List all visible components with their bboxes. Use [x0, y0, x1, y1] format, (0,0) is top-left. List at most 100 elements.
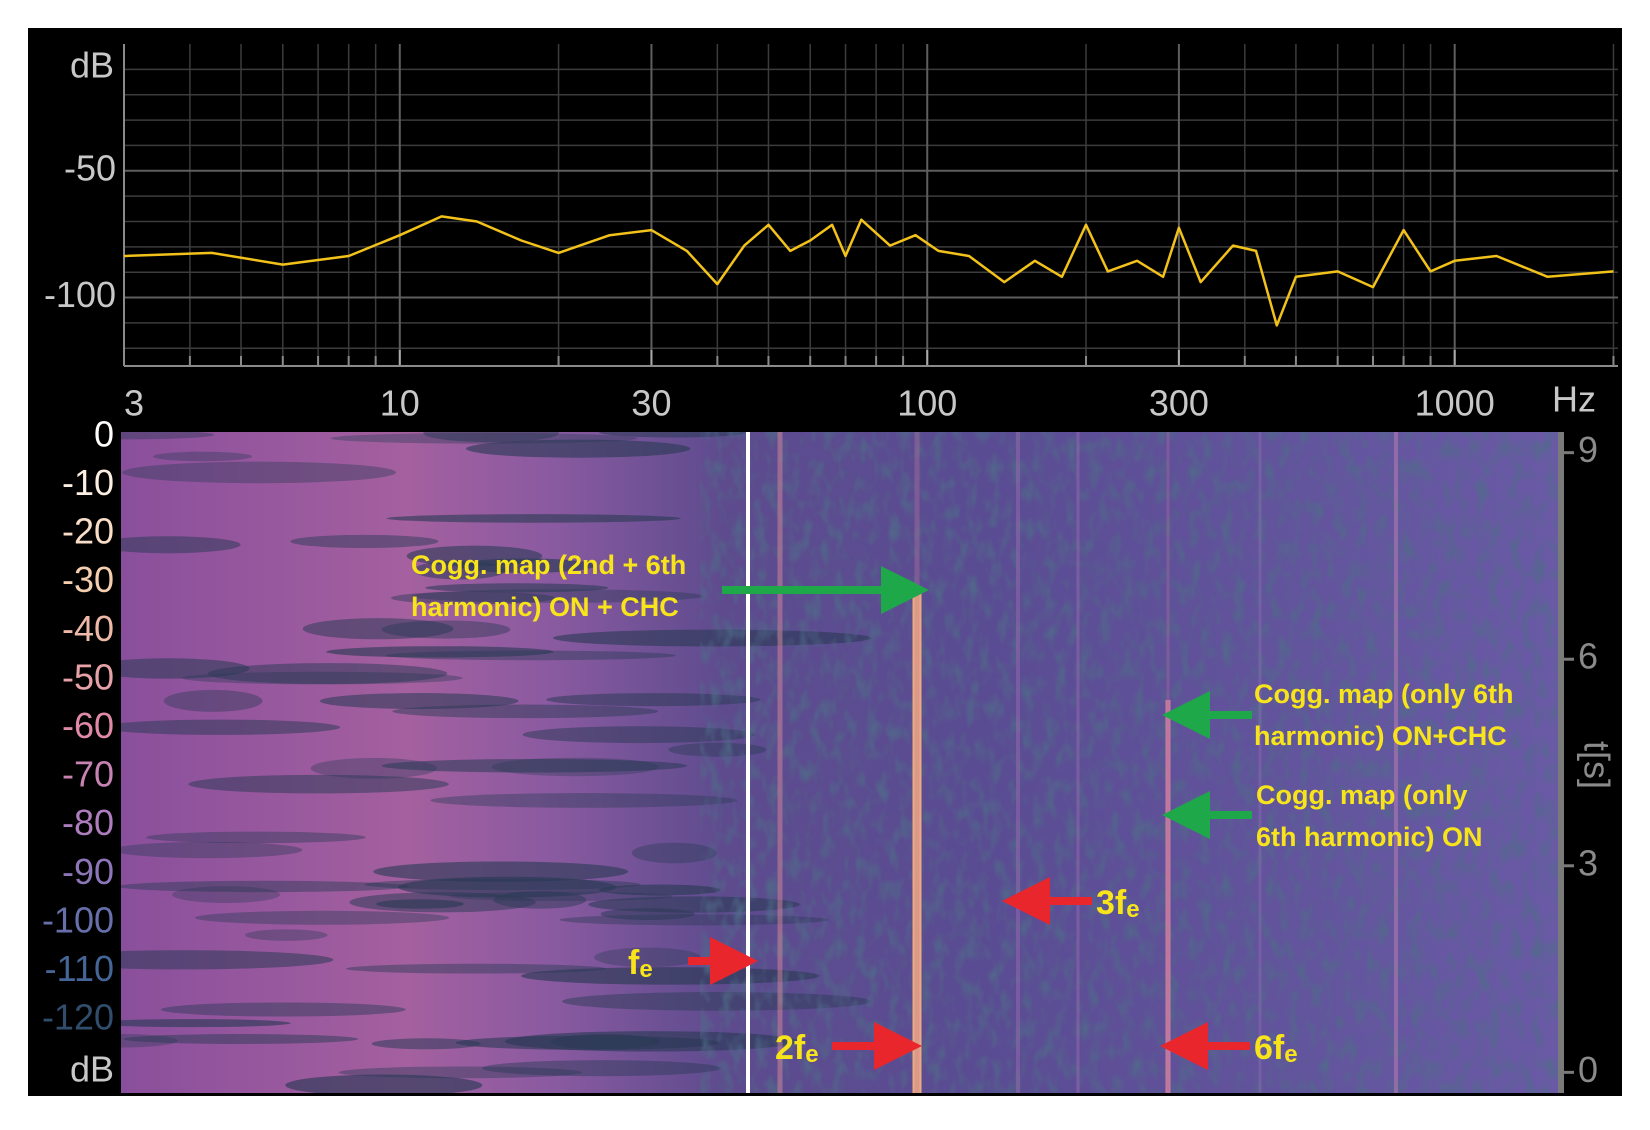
- y-tick-label: -100: [44, 274, 116, 315]
- time-axis-label: t[s]: [1576, 741, 1617, 789]
- texture-streak: [121, 1019, 291, 1028]
- harmonic-label: 6fe: [1254, 1029, 1298, 1068]
- texture-streak: [122, 461, 396, 484]
- time-axis-bar: [1558, 432, 1564, 1093]
- texture-streak: [290, 534, 439, 548]
- texture-streak: [194, 910, 450, 925]
- texture-streak: [423, 432, 559, 443]
- harmonic-stripe: [1016, 432, 1020, 1093]
- annotation-text: Cogg. map (only: [1256, 780, 1468, 810]
- texture-streak: [631, 842, 717, 864]
- time-tick-label: 0: [1578, 1049, 1598, 1090]
- texture-streak: [121, 880, 410, 893]
- texture-streak: [121, 432, 215, 440]
- texture-streak: [371, 1038, 481, 1050]
- texture-streak: [302, 618, 454, 640]
- color-scale-label: -100: [42, 899, 114, 940]
- harmonic-stripe: [1165, 700, 1171, 1093]
- texture-streak: [598, 884, 721, 896]
- spectrum-panel: -50 -100 3 10 30 100 300 1000 dB Hz: [44, 44, 1618, 424]
- texture-streak: [160, 1002, 406, 1017]
- texture-streak: [121, 536, 241, 554]
- color-scale-label: -70: [62, 754, 114, 795]
- color-scale-label: -120: [42, 997, 114, 1038]
- harmonic-base: 6f: [1254, 1029, 1285, 1067]
- y-axis-unit: dB: [70, 45, 114, 86]
- harmonic-label: 3fe: [1096, 884, 1140, 923]
- texture-streak: [385, 650, 677, 661]
- texture-streak: [482, 1060, 721, 1077]
- harmonic-stripe: [914, 432, 920, 1093]
- x-tick-label: 10: [380, 383, 420, 424]
- annotation-text: harmonic) ON + CHC: [411, 592, 679, 622]
- texture-streak: [330, 432, 638, 444]
- texture-streak: [326, 646, 554, 658]
- texture-streak: [386, 514, 681, 523]
- texture-streak: [491, 757, 659, 777]
- time-tick-label: 9: [1578, 429, 1598, 470]
- texture-streak: [244, 929, 328, 941]
- annotation-text: Cogg. map (only 6th: [1254, 679, 1514, 709]
- texture-streak: [121, 1033, 178, 1048]
- harmonic-subscript: e: [805, 1041, 818, 1068]
- texture-streak: [121, 658, 250, 679]
- texture-streak: [466, 439, 691, 458]
- harmonic-label: fe: [628, 944, 653, 983]
- x-tick-label: 100: [897, 383, 957, 424]
- harmonic-stripe: [1258, 432, 1262, 1093]
- texture-streak: [152, 451, 253, 462]
- x-tick-label: 300: [1149, 383, 1209, 424]
- texture-streak: [345, 963, 607, 974]
- texture-streak: [381, 620, 511, 639]
- color-scale-unit: dB: [70, 1049, 114, 1090]
- color-scale-label: -20: [62, 511, 114, 552]
- color-scale-label: -40: [62, 608, 114, 649]
- spectrum-trace: [123, 215, 1614, 327]
- y-tick-label: -50: [64, 147, 116, 188]
- harmonic-stripe: [1166, 432, 1170, 1093]
- texture-streak: [406, 545, 543, 567]
- x-tick-label: 30: [631, 383, 671, 424]
- harmonic-base: 3f: [1096, 884, 1127, 922]
- texture-streak: [121, 719, 341, 735]
- harmonic-stripe: [1076, 432, 1080, 1093]
- annotation-layer: 0 -10 -20 -30 -40 -50 -60 -70 -80 -90 -100 -110 -120…: [42, 413, 1617, 1093]
- harmonic-subscript: e: [1126, 896, 1139, 923]
- annotation-text: 6th harmonic) ON: [1256, 822, 1483, 852]
- texture-streak: [349, 892, 536, 913]
- texture-streak: [319, 693, 519, 710]
- texture-streak: [146, 831, 366, 844]
- time-tick-label: 6: [1578, 636, 1598, 677]
- texture-streak: [522, 726, 756, 744]
- harmonic-base: 2f: [775, 1029, 806, 1067]
- texture-streak: [285, 1074, 483, 1093]
- texture-streak: [121, 841, 303, 859]
- texture-streak: [449, 891, 673, 902]
- harmonic-subscript: e: [1284, 1041, 1297, 1068]
- harmonic-subscript: e: [639, 956, 652, 983]
- texture-streak: [381, 758, 688, 773]
- x-tick-label: 1000: [1415, 383, 1495, 424]
- x-axis-unit: Hz: [1552, 379, 1596, 420]
- annotation-text: harmonic) ON+CHC: [1254, 721, 1507, 751]
- texture-streak: [172, 886, 281, 903]
- color-scale-label: -30: [62, 559, 114, 600]
- texture-streak: [163, 689, 263, 712]
- x-tick-label: 3: [124, 383, 144, 424]
- annotation-text: Cogg. map (2nd + 6th: [411, 550, 686, 580]
- harmonic-stripe: [777, 432, 783, 1093]
- texture-noise: [700, 432, 1558, 1093]
- texture-streak: [207, 663, 448, 685]
- color-scale-label: -50: [62, 656, 114, 697]
- texture-streak: [121, 950, 334, 970]
- texture-streak: [188, 774, 449, 794]
- texture-streak: [455, 1035, 720, 1050]
- texture-streak: [594, 947, 701, 968]
- harmonic-stripe: [1394, 432, 1398, 1093]
- spectrogram-panel: [121, 432, 1558, 1093]
- time-tick-label: 3: [1578, 842, 1598, 883]
- color-scale-label: -110: [45, 948, 114, 989]
- texture-streak: [391, 591, 556, 605]
